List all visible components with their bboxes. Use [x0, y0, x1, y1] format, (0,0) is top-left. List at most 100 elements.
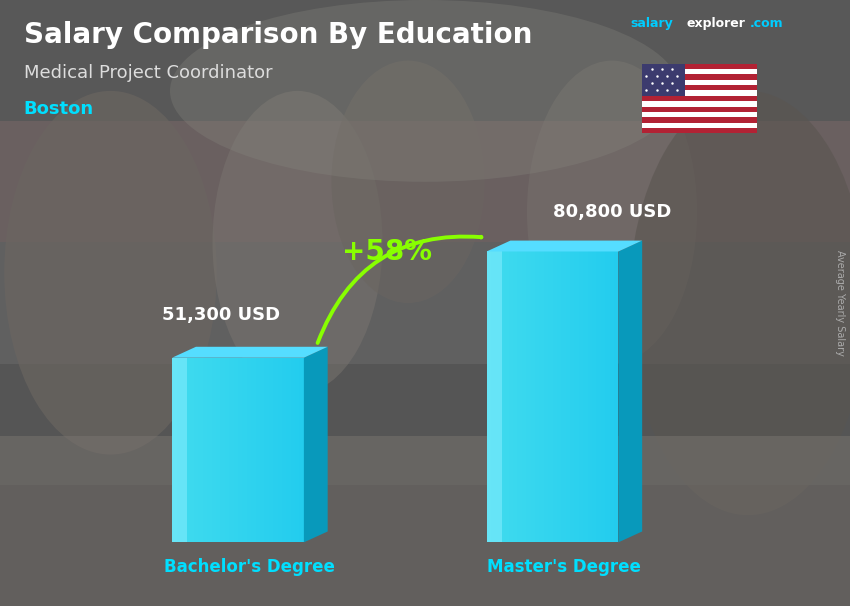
Polygon shape — [185, 358, 190, 542]
Polygon shape — [597, 251, 601, 542]
Polygon shape — [544, 251, 548, 542]
Ellipse shape — [212, 91, 382, 394]
Bar — [642, 69, 756, 75]
Bar — [642, 117, 756, 122]
Bar — [642, 112, 756, 117]
Polygon shape — [561, 251, 565, 542]
Bar — [642, 85, 756, 90]
Polygon shape — [260, 358, 264, 542]
Polygon shape — [224, 358, 230, 542]
Polygon shape — [522, 251, 526, 542]
Polygon shape — [264, 358, 269, 542]
Polygon shape — [252, 358, 256, 542]
Polygon shape — [203, 358, 207, 542]
Polygon shape — [273, 358, 277, 542]
Polygon shape — [539, 251, 544, 542]
Polygon shape — [486, 251, 501, 542]
Polygon shape — [181, 358, 185, 542]
Polygon shape — [246, 358, 252, 542]
Bar — [642, 80, 756, 85]
Polygon shape — [548, 251, 552, 542]
Polygon shape — [198, 358, 203, 542]
Polygon shape — [504, 251, 508, 542]
Text: Medical Project Coordinator: Medical Project Coordinator — [24, 64, 272, 82]
Polygon shape — [172, 347, 327, 358]
Ellipse shape — [629, 91, 850, 515]
FancyArrowPatch shape — [318, 236, 481, 343]
Polygon shape — [230, 358, 234, 542]
Text: Boston: Boston — [24, 100, 94, 118]
Polygon shape — [216, 358, 220, 542]
Text: explorer: explorer — [687, 17, 745, 30]
Bar — [642, 64, 685, 96]
FancyBboxPatch shape — [0, 436, 850, 606]
Polygon shape — [618, 241, 643, 542]
Polygon shape — [304, 347, 327, 542]
Polygon shape — [587, 251, 592, 542]
Polygon shape — [194, 358, 198, 542]
Bar — [642, 96, 756, 101]
Text: Average Yearly Salary: Average Yearly Salary — [835, 250, 845, 356]
Polygon shape — [552, 251, 557, 542]
Polygon shape — [269, 358, 273, 542]
Polygon shape — [291, 358, 295, 542]
Bar — [642, 128, 756, 133]
Polygon shape — [526, 251, 530, 542]
Text: .com: .com — [750, 17, 784, 30]
Polygon shape — [583, 251, 587, 542]
Polygon shape — [508, 251, 513, 542]
Polygon shape — [496, 251, 500, 542]
Polygon shape — [234, 358, 238, 542]
Text: 51,300 USD: 51,300 USD — [162, 307, 280, 324]
Polygon shape — [190, 358, 194, 542]
Text: Bachelor's Degree: Bachelor's Degree — [164, 558, 336, 576]
Bar — [642, 90, 756, 96]
Polygon shape — [601, 251, 605, 542]
FancyBboxPatch shape — [0, 121, 850, 242]
Polygon shape — [256, 358, 260, 542]
Polygon shape — [570, 251, 575, 542]
Polygon shape — [177, 358, 181, 542]
FancyBboxPatch shape — [0, 0, 850, 121]
Polygon shape — [220, 358, 224, 542]
Ellipse shape — [4, 91, 217, 454]
Bar — [642, 64, 756, 69]
Polygon shape — [535, 251, 539, 542]
Text: Master's Degree: Master's Degree — [487, 558, 642, 576]
Polygon shape — [609, 251, 614, 542]
Polygon shape — [579, 251, 583, 542]
Polygon shape — [530, 251, 535, 542]
Bar — [642, 75, 756, 80]
Polygon shape — [299, 358, 304, 542]
Ellipse shape — [527, 61, 697, 364]
Polygon shape — [518, 251, 522, 542]
Polygon shape — [605, 251, 609, 542]
Polygon shape — [557, 251, 561, 542]
Polygon shape — [565, 251, 570, 542]
FancyBboxPatch shape — [0, 242, 850, 364]
Polygon shape — [242, 358, 246, 542]
Polygon shape — [282, 358, 286, 542]
Polygon shape — [575, 251, 579, 542]
Bar — [642, 107, 756, 112]
Text: Salary Comparison By Education: Salary Comparison By Education — [24, 21, 532, 49]
Polygon shape — [592, 251, 597, 542]
FancyBboxPatch shape — [0, 485, 850, 606]
Polygon shape — [500, 251, 504, 542]
Polygon shape — [486, 251, 491, 542]
Polygon shape — [295, 358, 299, 542]
Polygon shape — [486, 241, 643, 251]
Polygon shape — [172, 358, 177, 542]
Text: salary: salary — [631, 17, 673, 30]
FancyBboxPatch shape — [0, 364, 850, 485]
Bar — [642, 122, 756, 128]
Polygon shape — [212, 358, 216, 542]
Polygon shape — [207, 358, 212, 542]
Bar — [642, 101, 756, 107]
Ellipse shape — [332, 61, 484, 303]
Polygon shape — [172, 358, 187, 542]
Polygon shape — [286, 358, 291, 542]
Text: +58%: +58% — [342, 238, 432, 266]
Polygon shape — [513, 251, 518, 542]
Text: 80,800 USD: 80,800 USD — [552, 203, 672, 221]
